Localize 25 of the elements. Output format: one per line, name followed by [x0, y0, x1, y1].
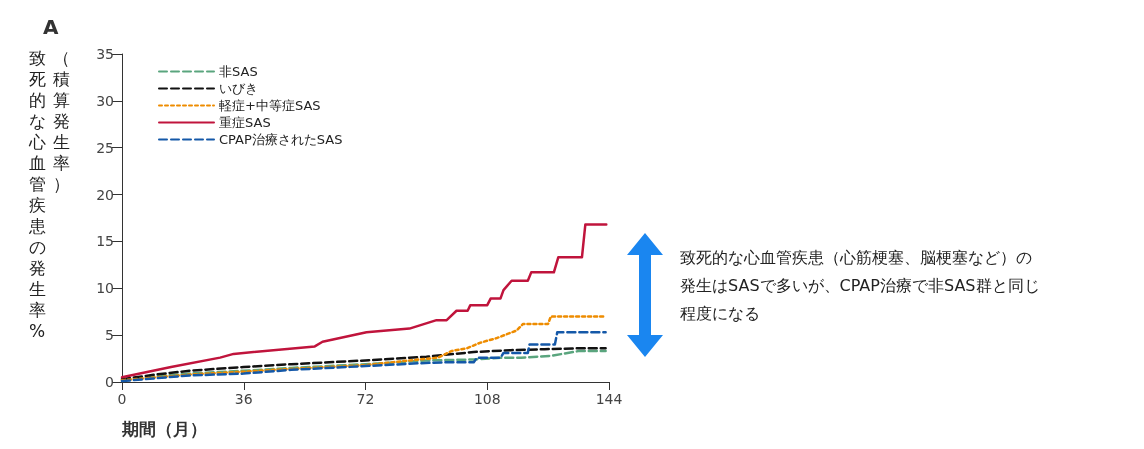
legend-label: いびき	[219, 81, 258, 96]
y-tick-label: 30	[96, 92, 114, 109]
line-series	[120, 223, 608, 379]
legend-label: CPAP治療されたSAS	[219, 132, 343, 147]
y-tick-label: 25	[96, 139, 114, 156]
y-tick-label: 35	[96, 46, 114, 62]
x-tick-label: 72	[356, 391, 375, 407]
legend-label: 非SAS	[219, 64, 258, 79]
legend-label: 軽症+中等症SAS	[219, 98, 321, 113]
text: 程度になる	[680, 304, 760, 325]
y-tick-label: 10	[96, 280, 114, 297]
text: 致死的な心血管疾患（心筋梗塞、脳梗塞など）の	[680, 248, 1032, 269]
y-tick-label: 15	[96, 233, 114, 250]
y-tick-label: 5	[105, 327, 114, 344]
legend-label: 重症SAS	[219, 115, 271, 130]
x-tick-label: 108	[473, 391, 501, 407]
y-tick-label: 20	[96, 186, 114, 203]
x-axis-title: 期間（月）	[121, 418, 207, 439]
x-tick-label: 0	[117, 391, 127, 407]
y-tick-label: 0	[105, 374, 114, 390]
x-tick-label: 144	[595, 391, 623, 407]
text: 発生はSASで多いが、CPAP治療で非SAS群と同じ	[680, 276, 1040, 297]
text: 致死的な心血管疾患の発生率%（積算発生率）	[28, 48, 70, 341]
chart-title: A	[43, 15, 59, 39]
x-tick-label: 36	[234, 391, 253, 407]
